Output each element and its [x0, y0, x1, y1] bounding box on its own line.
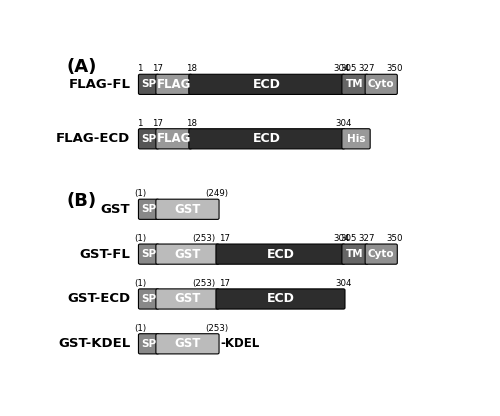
Text: -KDEL: -KDEL — [220, 337, 260, 350]
Text: 304: 304 — [335, 119, 351, 128]
Text: GST: GST — [100, 203, 130, 216]
Text: (249): (249) — [205, 189, 228, 198]
FancyBboxPatch shape — [156, 199, 219, 219]
Text: FLAG: FLAG — [156, 132, 191, 145]
Text: ECD: ECD — [266, 248, 294, 260]
FancyBboxPatch shape — [365, 244, 398, 264]
Text: TM: TM — [346, 249, 364, 259]
FancyBboxPatch shape — [189, 129, 345, 149]
Text: 18: 18 — [186, 119, 196, 128]
Text: GST: GST — [174, 337, 201, 350]
Text: (A): (A) — [66, 58, 97, 76]
Text: GST: GST — [174, 292, 201, 305]
Text: 327: 327 — [358, 234, 375, 243]
Text: 304: 304 — [333, 234, 350, 243]
Text: (1): (1) — [134, 324, 146, 333]
Text: 18: 18 — [186, 64, 196, 73]
FancyBboxPatch shape — [365, 74, 398, 94]
Text: 17: 17 — [218, 279, 230, 288]
Text: Cyto: Cyto — [368, 249, 394, 259]
FancyBboxPatch shape — [216, 244, 345, 264]
Text: 17: 17 — [152, 64, 162, 73]
Text: SP: SP — [141, 339, 156, 349]
Text: (1): (1) — [134, 234, 146, 243]
Text: FLAG: FLAG — [156, 78, 191, 91]
Text: 305: 305 — [340, 64, 356, 73]
FancyBboxPatch shape — [138, 244, 159, 264]
Text: (1): (1) — [134, 279, 146, 288]
Text: His: His — [347, 134, 366, 144]
Text: GST: GST — [174, 203, 201, 216]
FancyBboxPatch shape — [156, 129, 192, 149]
Text: ECD: ECD — [253, 78, 281, 91]
Text: 17: 17 — [152, 119, 162, 128]
Text: SP: SP — [141, 134, 156, 144]
Text: 305: 305 — [340, 234, 356, 243]
FancyBboxPatch shape — [156, 74, 192, 94]
FancyBboxPatch shape — [342, 129, 370, 149]
Text: (1): (1) — [134, 189, 146, 198]
FancyBboxPatch shape — [189, 74, 345, 94]
Text: (B): (B) — [66, 193, 96, 210]
FancyBboxPatch shape — [138, 334, 159, 354]
Text: 327: 327 — [358, 64, 375, 73]
Text: 350: 350 — [386, 234, 403, 243]
Text: GST-KDEL: GST-KDEL — [58, 337, 130, 350]
FancyBboxPatch shape — [156, 334, 219, 354]
Text: GST-ECD: GST-ECD — [67, 292, 130, 305]
Text: FLAG-ECD: FLAG-ECD — [56, 132, 130, 145]
Text: (253): (253) — [205, 324, 228, 333]
FancyBboxPatch shape — [156, 289, 219, 309]
Text: SP: SP — [141, 79, 156, 89]
Text: 304: 304 — [333, 64, 350, 73]
Text: 1: 1 — [137, 64, 143, 73]
Text: SP: SP — [141, 294, 156, 304]
Text: 17: 17 — [218, 234, 230, 243]
FancyBboxPatch shape — [342, 244, 368, 264]
FancyBboxPatch shape — [138, 199, 159, 219]
Text: TM: TM — [346, 79, 364, 89]
Text: (253): (253) — [192, 279, 216, 288]
Text: Cyto: Cyto — [368, 79, 394, 89]
Text: GST: GST — [174, 248, 201, 260]
Text: GST-FL: GST-FL — [80, 248, 130, 260]
FancyBboxPatch shape — [156, 244, 219, 264]
Text: (253): (253) — [192, 234, 216, 243]
FancyBboxPatch shape — [138, 129, 159, 149]
Text: 350: 350 — [386, 64, 403, 73]
Text: ECD: ECD — [253, 132, 281, 145]
Text: SP: SP — [141, 204, 156, 214]
Text: ECD: ECD — [266, 292, 294, 305]
FancyBboxPatch shape — [138, 74, 159, 94]
Text: SP: SP — [141, 249, 156, 259]
FancyBboxPatch shape — [342, 74, 368, 94]
Text: FLAG-FL: FLAG-FL — [68, 78, 130, 91]
FancyBboxPatch shape — [216, 289, 345, 309]
Text: 304: 304 — [335, 279, 351, 288]
Text: 1: 1 — [137, 119, 143, 128]
FancyBboxPatch shape — [138, 289, 159, 309]
